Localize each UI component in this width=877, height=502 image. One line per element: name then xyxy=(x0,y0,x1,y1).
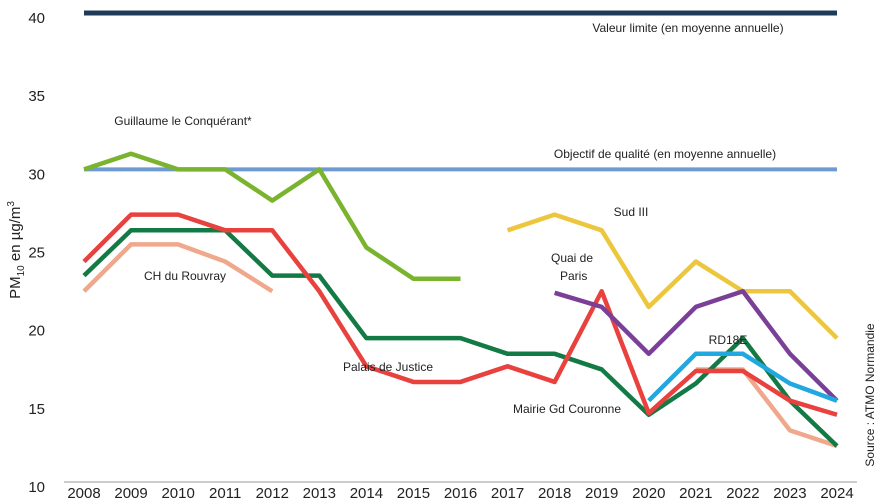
series-label: Mairie Gd Couronne xyxy=(513,402,621,416)
y-label-mid: en µg/m xyxy=(7,207,24,266)
y-label-main: PM xyxy=(7,276,24,299)
series-line xyxy=(83,151,461,282)
series-line xyxy=(647,351,838,403)
x-tick-label: 2023 xyxy=(773,485,806,502)
x-tick-label: 2012 xyxy=(256,485,289,502)
x-tick-label: 2008 xyxy=(67,485,100,502)
y-tick-label: 25 xyxy=(28,245,45,262)
y-tick-label: 40 xyxy=(28,10,45,27)
series-label-line: Guillaume le Conquérant* xyxy=(114,114,252,128)
reference-label: Objectif de qualité (en moyenne annuelle… xyxy=(554,147,776,161)
series-line xyxy=(82,242,274,294)
y-tick-label: 30 xyxy=(28,166,45,183)
y-tick-label: 10 xyxy=(28,479,45,496)
y-label-sub: 10 xyxy=(16,265,27,277)
series-line xyxy=(82,228,839,448)
series-label: Palais de Justice xyxy=(343,360,433,374)
x-tick-label: 2024 xyxy=(820,485,853,502)
series-line xyxy=(553,289,839,403)
y-tick-label: 15 xyxy=(28,401,45,418)
reference-label: Valeur limite (en moyenne annuelle) xyxy=(592,21,783,35)
x-tick-label: 2009 xyxy=(114,485,147,502)
x-tick-label: 2016 xyxy=(444,485,477,502)
y-tick-label: 20 xyxy=(28,323,45,340)
x-tick-label: 2014 xyxy=(350,485,383,502)
series-label-line: Quai de xyxy=(551,251,593,265)
x-tick-label: 2020 xyxy=(632,485,665,502)
series-label-line: Paris xyxy=(557,269,588,283)
x-tick-label: 2015 xyxy=(397,485,430,502)
series-line xyxy=(82,212,838,417)
series-label: CH du Rouvray xyxy=(144,269,226,283)
x-tick-label: 2021 xyxy=(679,485,712,502)
series-label: Sud III xyxy=(614,205,649,219)
x-tick-label: 2010 xyxy=(161,485,194,502)
y-axis-label: PM10 en µg/m3 xyxy=(6,201,27,299)
series-line xyxy=(506,212,839,340)
source: Source : ATMO Normandie xyxy=(863,323,877,466)
series-label: Guillaume le Conquérant* xyxy=(114,114,252,128)
x-tick-label: 2017 xyxy=(491,485,524,502)
x-tick-label: 2018 xyxy=(538,485,571,502)
y-label-sup: 3 xyxy=(6,201,17,207)
x-tick-label: 2022 xyxy=(726,485,759,502)
series-label: RD18E xyxy=(709,333,748,347)
x-tick-label: 2011 xyxy=(209,485,241,502)
x-tick-label: 2013 xyxy=(303,485,336,502)
series-label: Quai de Paris xyxy=(551,251,593,283)
x-tick-label: 2019 xyxy=(585,485,618,502)
y-tick-label: 35 xyxy=(28,88,45,105)
